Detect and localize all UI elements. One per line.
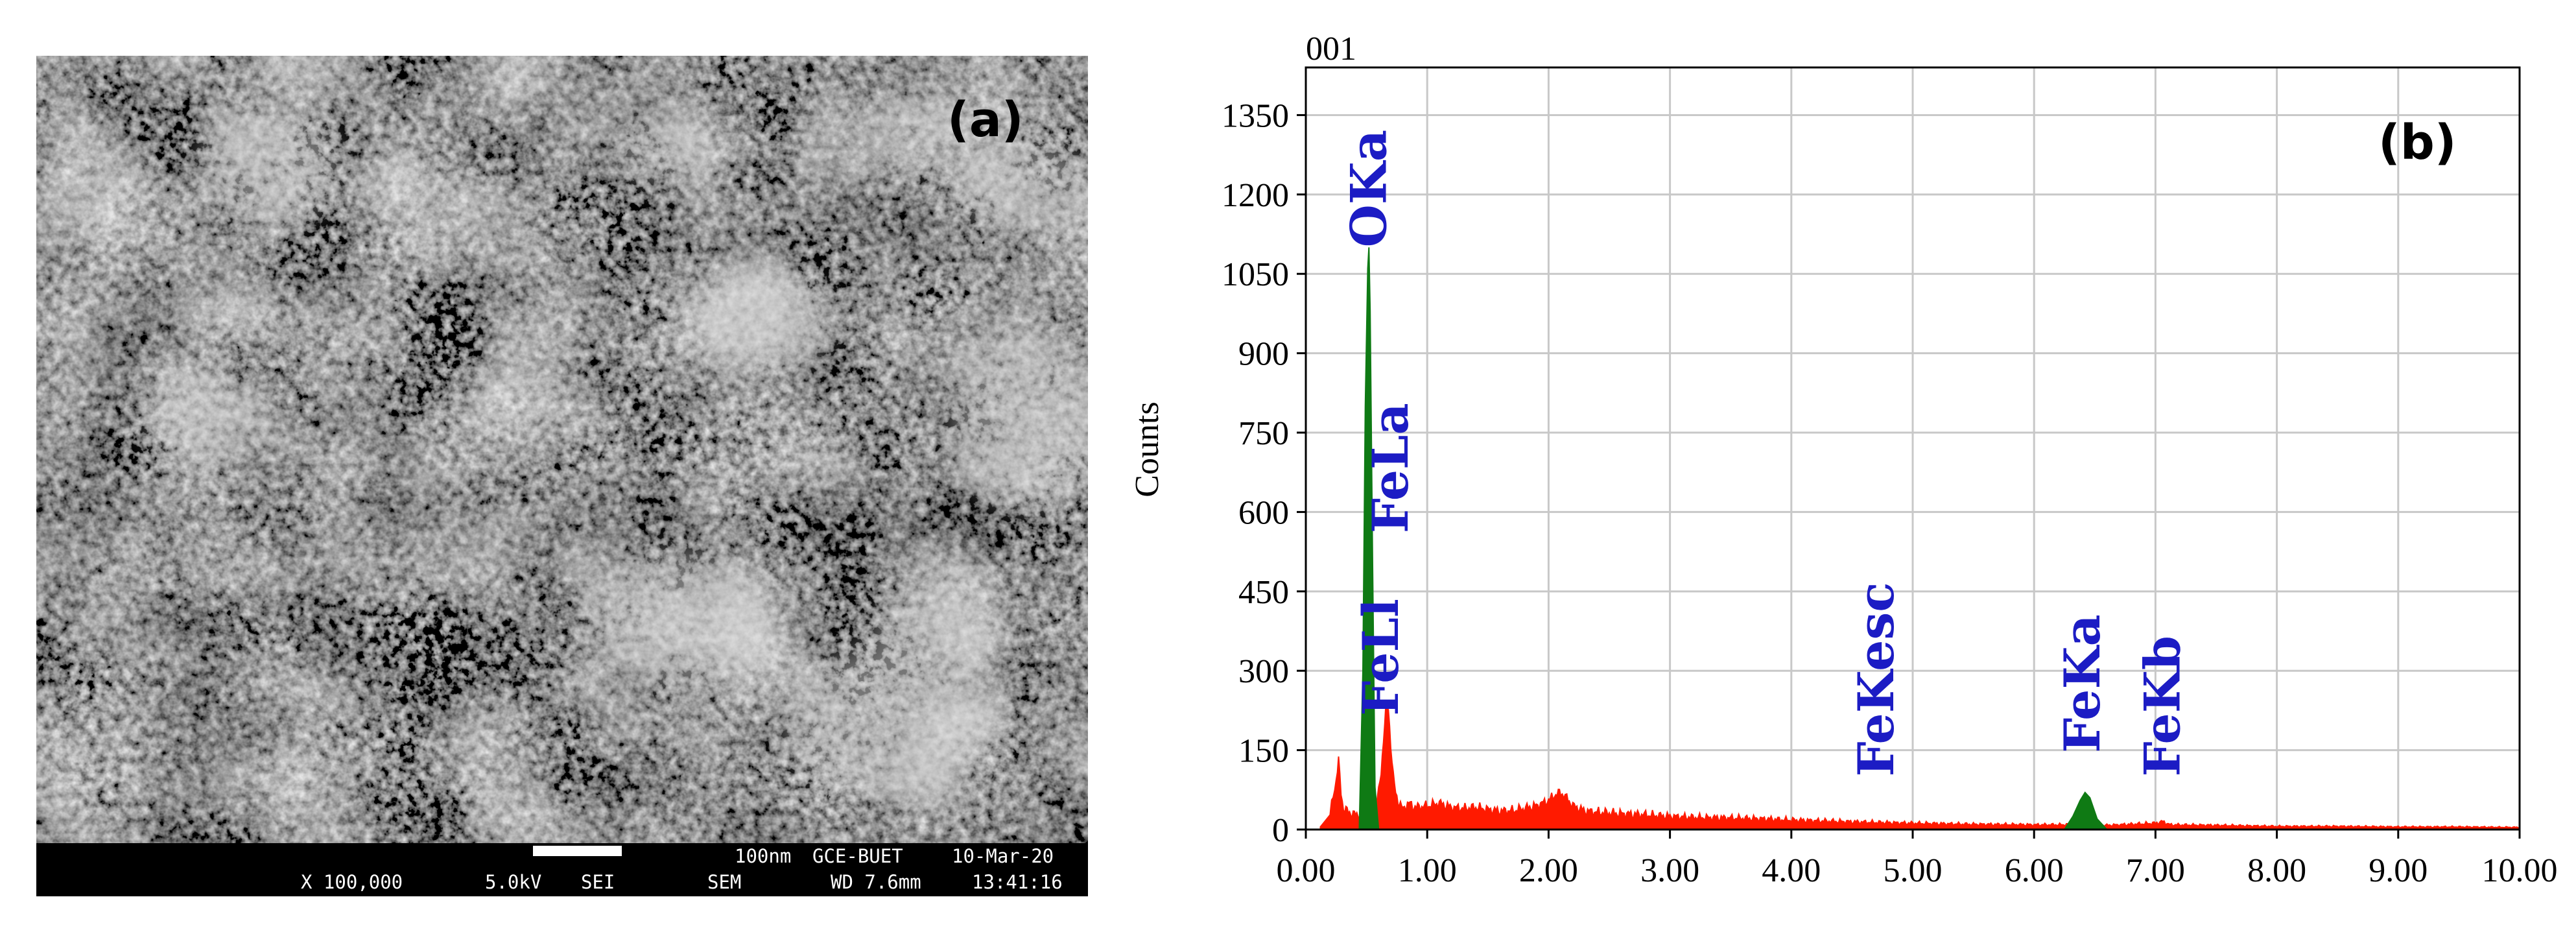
accelerating-voltage: 5.0kV [485,871,542,893]
peak-labels: OKa FeLa FeLl FeKesc FeKa FeKb [1340,130,2191,777]
institution: GCE-BUET [812,845,903,867]
x-tick-label: 5.00 [1884,852,1943,889]
spectrum-series-1 [1358,247,1380,830]
x-tick-label: 6.00 [2005,852,2064,889]
x-tick-label: 8.00 [2247,852,2306,889]
acquisition-time: 13:41:16 [972,871,1063,893]
y-axis-title: Counts [1129,401,1166,497]
x-tick-label: 10.00 [2482,852,2558,889]
peak-label-fekesc: FeKesc [1847,582,1905,776]
y-tick-label: 150 [1238,733,1289,770]
imaging-mode: SEM [707,871,742,893]
panel-a-label: (a) [947,92,1024,148]
peak-label-oka: OKa [1340,130,1397,248]
y-tick-label: 900 [1238,336,1289,373]
peak-label-fell: FeLl [1352,599,1410,715]
y-tick-label: 450 [1238,574,1289,611]
y-tick-label: 1350 [1222,97,1289,134]
y-tick-label: 750 [1238,415,1289,452]
scale-length: 100nm [735,845,792,867]
x-tick-label: 0.00 [1277,852,1336,889]
panel-b-label: (b) [2378,115,2457,171]
x-tick-label: 2.00 [1519,852,1578,889]
y-tick-label: 300 [1238,653,1289,690]
sem-panel: (a) 100nm GCE-BUET 10-Mar-20 X 100,000 5… [36,56,1088,896]
acquisition-date: 10-Mar-20 [952,845,1054,867]
peak-label-fela: FeLa [1362,403,1419,533]
magnification: X 100,000 [301,871,403,893]
y-tick-label: 600 [1238,494,1289,531]
working-distance: WD 7.6mm [831,871,921,893]
y-tick-label: 0 [1272,812,1289,849]
x-tick-label: 3.00 [1640,852,1699,889]
y-tick-label: 1200 [1222,177,1289,214]
spectrum-series-0 [1319,702,2520,830]
axes [1297,66,2521,839]
y-tick-label: 1050 [1222,256,1289,293]
peak-label-fekb: FeKb [2134,636,2192,776]
x-tick-label: 1.00 [1398,852,1457,889]
x-tick-label: 9.00 [2369,852,2428,889]
detector: SEI [581,871,615,893]
x-tick-labels: 0.00 1.00 2.00 3.00 4.00 5.00 6.00 7.00 8.00 9.00… [1277,852,2558,889]
x-tick-label: 4.00 [1762,852,1821,889]
scale-bar [533,846,622,856]
x-tick-label: 7.00 [2126,852,2185,889]
spectrum-id: 001 [1306,30,1356,67]
sem-micrograph [36,56,1088,843]
peak-label-feka: FeKa [2053,614,2111,752]
spectrum-series [1319,247,2520,830]
plot-frame [1305,66,2521,831]
spectrum-series-2 [2063,791,2108,830]
y-tick-labels: 0 150 300 450 600 750 900 1050 1200 1350 [1222,97,1289,849]
sem-data-bar: 100nm GCE-BUET 10-Mar-20 X 100,000 5.0kV… [36,843,1088,896]
grid [1305,67,2521,831]
eds-spectrum-chart: 001 Counts 0 150 300 450 600 750 900 1050 1200 13… [1129,30,2558,889]
